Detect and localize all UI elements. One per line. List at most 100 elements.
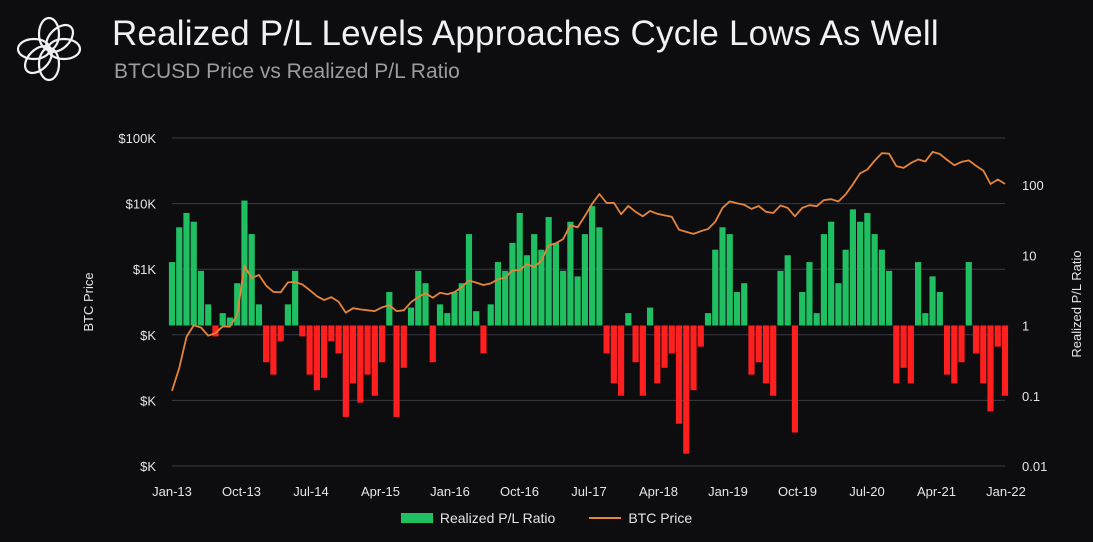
pl-ratio-bar xyxy=(726,234,733,326)
pl-ratio-bar xyxy=(704,313,712,326)
y-left-tick-label: $K xyxy=(140,393,156,408)
chart-legend: Realized P/L Ratio BTC Price xyxy=(0,510,1093,526)
pl-ratio-bar xyxy=(886,270,893,326)
pl-ratio-bar xyxy=(552,242,559,326)
pl-ratio-bar xyxy=(914,262,922,326)
y-right-tick-label: 10 xyxy=(1022,248,1036,263)
pl-ratio-bar xyxy=(799,291,806,326)
pl-ratio-bar xyxy=(719,227,726,326)
pl-ratio-bar xyxy=(733,291,741,326)
pl-ratio-bar xyxy=(313,325,320,391)
pl-ratio-bar xyxy=(342,325,349,417)
pl-ratio-bar xyxy=(683,325,690,454)
pl-ratio-bar xyxy=(784,255,791,326)
pl-ratio-bar xyxy=(777,270,784,326)
pl-ratio-bar xyxy=(270,325,277,375)
x-tick-label: Oct-13 xyxy=(222,484,261,499)
pl-ratio-bar xyxy=(422,283,429,326)
pl-ratio-bar xyxy=(248,234,255,326)
pl-ratio-bar xyxy=(234,283,241,326)
x-tick-label: Jul-14 xyxy=(293,484,328,499)
page-title: Realized P/L Levels Approaches Cycle Low… xyxy=(112,14,939,53)
pl-ratio-bar xyxy=(292,270,299,326)
pl-ratio-bar xyxy=(545,217,552,326)
pl-ratio-bar xyxy=(480,325,487,354)
pl-ratio-bar xyxy=(306,325,313,375)
x-tick-label: Jan-13 xyxy=(152,484,192,499)
pl-ratio-bar xyxy=(371,325,378,396)
pl-ratio-bar xyxy=(407,307,415,326)
axis-ticks: $100K $10K $1K $K $K $K 100 10 1 0.1 0.01 Jan-13 Oct… xyxy=(118,131,1047,499)
y-left-tick-label: $K xyxy=(140,459,156,474)
pl-ratio-bar xyxy=(610,325,617,384)
pl-ratio-bar xyxy=(712,249,719,326)
pl-ratio-bar xyxy=(770,325,777,396)
pl-ratio-bar xyxy=(951,325,958,384)
pl-ratio-bar xyxy=(980,325,987,384)
pl-ratio-bar xyxy=(400,325,407,368)
pl-ratio-bar xyxy=(922,313,929,326)
left-axis-label: BTC Price xyxy=(81,272,96,331)
x-tick-label: Apr-18 xyxy=(639,484,678,499)
pl-ratio-bar xyxy=(603,325,610,354)
pl-ratio-bar xyxy=(473,311,480,326)
pl-ratio-bar xyxy=(646,307,654,326)
pl-ratio-bar xyxy=(378,325,386,363)
pl-ratio-bar xyxy=(864,212,871,326)
pl-ratio-bar xyxy=(596,227,603,326)
right-axis-label: Realized P/L Ratio xyxy=(1069,250,1084,357)
pl-ratio-bar xyxy=(690,325,697,391)
pl-ratio-bar xyxy=(364,325,371,375)
pl-ratio-bar xyxy=(697,325,704,347)
pl-ratio-bar xyxy=(458,283,465,326)
pl-ratio-bar xyxy=(567,221,574,326)
pl-ratio-bar xyxy=(197,270,205,326)
pl-ratio-bar xyxy=(675,325,683,424)
pl-ratio-bar xyxy=(436,304,444,326)
pl-ratio-bar xyxy=(190,221,197,326)
btc-price-line xyxy=(171,151,1006,392)
pl-ratio-bar xyxy=(813,313,820,326)
legend-label: Realized P/L Ratio xyxy=(439,510,556,526)
pl-ratio-bar xyxy=(748,325,755,375)
pl-ratio-bar xyxy=(632,325,639,363)
pl-ratio-bar xyxy=(335,325,342,354)
pl-ratio-bar xyxy=(958,325,965,363)
pl-ratio-bar xyxy=(328,325,335,342)
pl-ratio-bar xyxy=(842,249,849,326)
pl-ratio-bar xyxy=(299,325,306,337)
pl-ratio-bar xyxy=(987,325,994,412)
x-tick-label: Jan-16 xyxy=(430,484,470,499)
y-left-tick-label: $100K xyxy=(118,131,156,146)
pl-ratio-bar xyxy=(509,242,516,326)
pl-ratio-bar xyxy=(502,270,509,326)
y-right-tick-label: 0.01 xyxy=(1022,459,1047,474)
btc-price-path xyxy=(171,151,1006,392)
pl-ratio-bar xyxy=(560,270,567,326)
y-right-tick-label: 1 xyxy=(1022,319,1029,334)
x-tick-label: Jul-20 xyxy=(849,484,884,499)
pl-ratio-bar xyxy=(429,325,436,363)
pl-ratio-bar xyxy=(183,212,190,326)
y-left-tick-label: $10K xyxy=(126,197,157,212)
x-tick-label: Oct-19 xyxy=(778,484,817,499)
pl-ratio-bars xyxy=(168,200,1009,454)
pl-ratio-bar xyxy=(661,325,668,368)
pl-ratio-bar xyxy=(350,325,357,384)
pl-ratio-bar xyxy=(965,262,972,326)
pl-ratio-bar xyxy=(241,200,248,326)
pl-ratio-bar xyxy=(176,227,183,326)
x-tick-label: Jan-22 xyxy=(986,484,1026,499)
pl-ratio-bar xyxy=(581,234,588,326)
legend-swatch-bar xyxy=(400,513,433,523)
pl-ratio-bar xyxy=(168,262,176,326)
y-left-tick-label: $K xyxy=(140,328,156,343)
pl-ratio-bar xyxy=(263,325,270,363)
pl-ratio-bar xyxy=(755,325,762,363)
pl-ratio-bar xyxy=(487,304,494,326)
pl-ratio-bar xyxy=(741,283,748,326)
pl-ratio-bar xyxy=(878,249,885,326)
pl-ratio-bar xyxy=(531,234,538,326)
pl-ratio-bar xyxy=(820,234,827,326)
